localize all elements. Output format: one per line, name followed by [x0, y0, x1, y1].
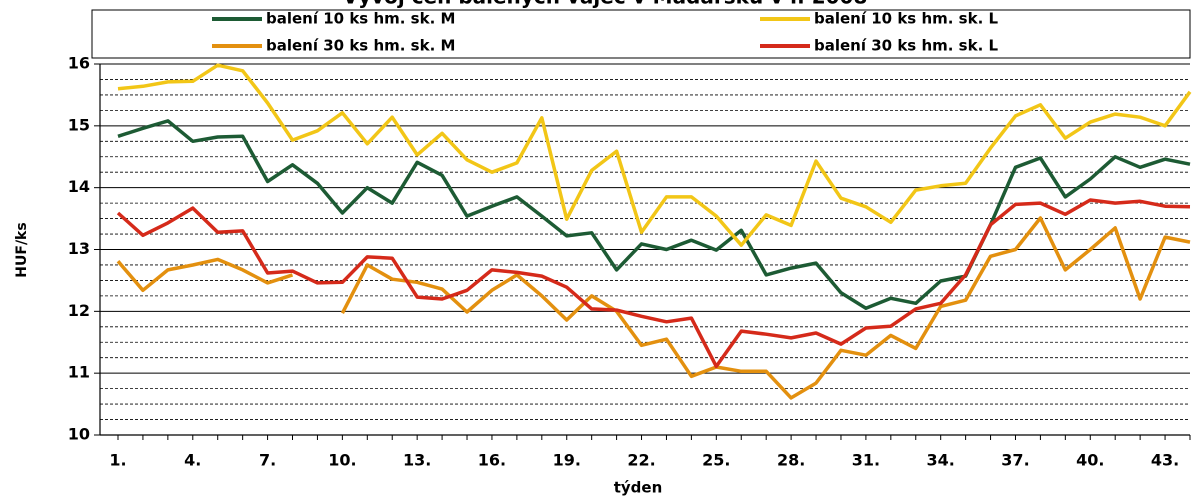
x-tick-label: 31.	[852, 451, 880, 470]
x-axis-label: týden	[614, 479, 663, 497]
x-tick-label: 25.	[702, 451, 730, 470]
series-line	[117, 63, 1192, 247]
x-tick-label: 10.	[328, 451, 356, 470]
x-tick-label: 13.	[403, 451, 431, 470]
series-line	[116, 216, 1191, 400]
y-tick-label: 15	[68, 115, 90, 134]
chart-title: Vývoj cen balených vajec v Maďarsku v r.…	[343, 0, 868, 9]
y-tick-label: 11	[68, 363, 90, 382]
x-tick-label: 43.	[1151, 451, 1179, 470]
x-tick-label: 40.	[1076, 451, 1104, 470]
series-line	[116, 198, 1191, 369]
y-axis-label: HUF/ks	[14, 222, 30, 277]
y-tick-label: 12	[68, 301, 90, 320]
x-tick-label: 28.	[777, 451, 805, 470]
y-tick-label: 16	[68, 54, 90, 73]
x-tick-label: 37.	[1001, 451, 1029, 470]
y-tick-label: 10	[68, 425, 90, 444]
x-tick-label: 34.	[927, 451, 955, 470]
x-tick-label: 16.	[478, 451, 506, 470]
legend-label: balení 10 ks hm. sk. M	[266, 10, 455, 28]
x-tick-label: 1.	[109, 451, 126, 470]
legend-box	[91, 9, 1191, 59]
x-tick-label: 19.	[553, 451, 581, 470]
legend-label: balení 30 ks hm. sk. M	[266, 37, 455, 55]
legend-label: balení 30 ks hm. sk. L	[814, 37, 998, 55]
x-tick-label: 22.	[627, 451, 655, 470]
y-tick-label: 14	[68, 177, 90, 196]
legend-label: balení 10 ks hm. sk. L	[814, 10, 998, 28]
series-line	[117, 119, 1191, 310]
x-tick-label: 4.	[184, 451, 201, 470]
y-tick-label: 13	[68, 239, 90, 258]
x-tick-label: 7.	[259, 451, 276, 470]
